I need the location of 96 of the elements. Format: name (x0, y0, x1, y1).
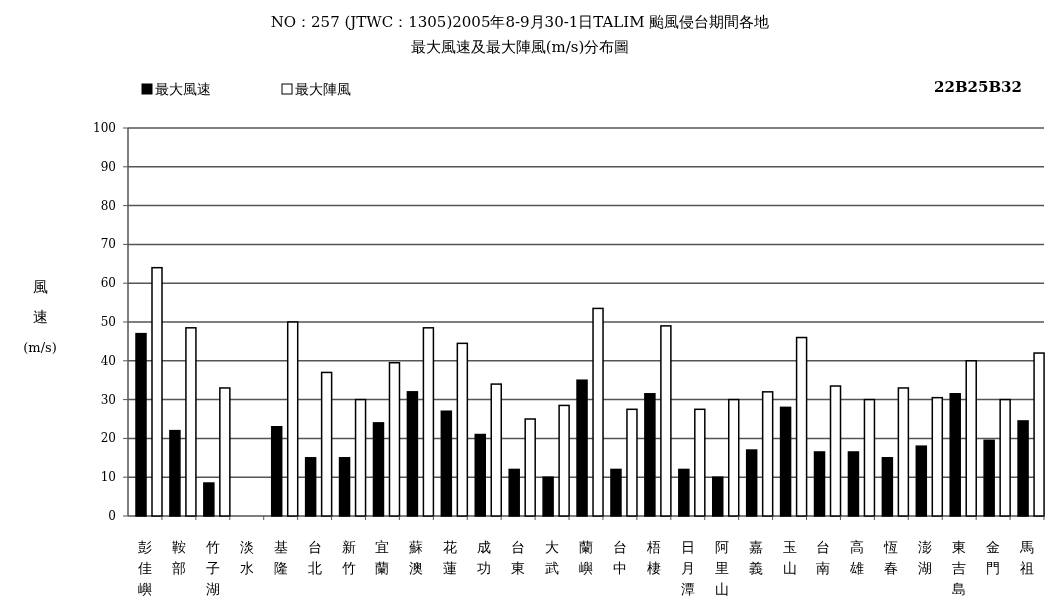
y-tick-label: 0 (108, 509, 116, 523)
bar (897, 387, 910, 517)
x-tick-label: 馬祖 (1019, 539, 1035, 576)
bar (694, 408, 706, 517)
x-tick-label: 宜蘭 (375, 539, 390, 576)
x-tick-label: 東吉島 (952, 539, 967, 597)
x-tick-label: 大武 (545, 539, 560, 576)
bar (660, 325, 672, 517)
x-tick-label: 梧棲 (645, 539, 661, 576)
x-tick-label: 基隆 (273, 539, 288, 576)
x-tick-label: 日月潭 (680, 539, 695, 597)
bar (270, 426, 283, 517)
x-tick-label: 淡水 (239, 539, 254, 576)
bar (610, 468, 622, 517)
bar (678, 468, 690, 517)
bar (490, 383, 503, 517)
bar (847, 451, 860, 517)
x-tick-label: 台東 (511, 539, 526, 576)
bar (965, 360, 977, 517)
bar (644, 393, 656, 517)
x-tick-label: 恆春 (883, 539, 899, 576)
bar (931, 396, 944, 517)
bar (474, 433, 487, 517)
legend-label: 最大風速 (155, 81, 211, 97)
bar (745, 449, 758, 517)
text: 22B25B32 (934, 78, 1022, 96)
bar (779, 406, 792, 517)
bar (286, 321, 299, 517)
bar (406, 391, 419, 517)
bar (558, 404, 570, 517)
y-tick-label: 50 (100, 315, 116, 329)
bar (151, 266, 163, 517)
bar (524, 418, 536, 517)
x-tick-label: 嘉義 (748, 539, 763, 576)
x-tick-label: 花蓮 (443, 539, 458, 576)
y-tick-label: 10 (100, 470, 116, 485)
bar (727, 398, 740, 517)
legend-label: 最大陣風 (295, 81, 351, 97)
bar (761, 391, 774, 517)
bar (456, 342, 469, 517)
y-tick-label: 30 (100, 392, 116, 407)
x-tick-label: 澎湖 (918, 539, 933, 576)
bar (203, 482, 215, 517)
bar (863, 398, 876, 517)
bar (949, 393, 961, 517)
x-tick-label: 新竹 (341, 539, 356, 576)
y-tick-label: 70 (100, 237, 116, 252)
bar (576, 379, 588, 517)
bar (829, 385, 842, 517)
x-tick-label: 蘭嶼 (579, 539, 593, 576)
bar (881, 457, 894, 517)
bar (711, 476, 724, 517)
x-tick-label: 高雄 (849, 539, 865, 576)
bar (219, 387, 231, 517)
y-tick-label: 100 (93, 121, 116, 135)
bar (915, 445, 928, 517)
y-tick-label: 60 (100, 276, 116, 291)
chart-title: NO：257 (JTWC：1305)2005年8-9月30-1日TALIM 颱風侵台期間各地 (270, 13, 770, 31)
bar (999, 398, 1011, 517)
bar (813, 451, 826, 517)
x-tick-label: 竹子湖 (205, 539, 220, 597)
bar (542, 476, 554, 517)
x-tick-label: 金門 (986, 539, 1001, 576)
chart-subtitle: 最大風速及最大陣風(m/s)分布圖 (410, 38, 630, 56)
bar (372, 422, 385, 517)
x-tick-label: 蘇澳 (409, 539, 424, 576)
x-tick-label: 玉山 (782, 539, 797, 576)
bar (983, 439, 995, 517)
bar (422, 327, 435, 517)
bar (440, 410, 453, 517)
bar (626, 408, 638, 517)
bar (338, 457, 351, 517)
y-tick-label: 80 (100, 198, 116, 213)
x-tick-label: 台中 (612, 539, 627, 576)
bar (135, 332, 147, 517)
y-tick-label: 40 (100, 353, 116, 368)
x-tick-label: 彭佳嶼 (137, 539, 152, 597)
x-tick-label: 台南 (816, 539, 831, 576)
y-axis-title: 風速 (m/s) (23, 278, 57, 355)
x-tick-label: 阿里山 (714, 539, 729, 597)
bar (185, 327, 197, 517)
bar (354, 398, 367, 517)
bar (1033, 352, 1045, 517)
bar (320, 371, 333, 517)
bar (388, 361, 401, 517)
bar (592, 307, 604, 517)
x-tick-label: 成功 (477, 539, 492, 576)
bar (304, 457, 317, 517)
y-tick-label: 20 (100, 431, 116, 446)
bar (795, 336, 808, 517)
y-tick-label: 90 (100, 159, 116, 174)
bar (169, 429, 181, 517)
x-tick-label: 鞍部 (171, 539, 186, 576)
bar (1017, 420, 1029, 517)
bar (508, 468, 520, 517)
x-tick-label: 台北 (307, 539, 322, 576)
